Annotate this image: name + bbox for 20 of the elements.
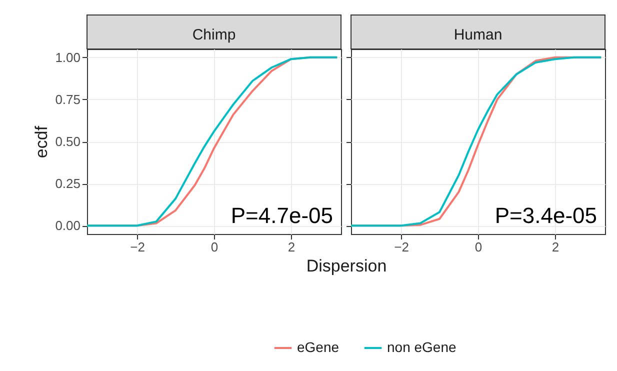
annotation: P=3.4e-05 (494, 203, 597, 228)
y-axis-title: ecdf (32, 126, 52, 158)
y-tick-label: 0.25 (55, 176, 80, 192)
y-tick-label: 0.00 (55, 218, 80, 234)
x-tick-label: −2 (130, 240, 145, 254)
y-tick-label: 1.00 (55, 50, 80, 65)
y-tick-label: 0.75 (55, 92, 80, 107)
x-tick-label: 2 (288, 240, 296, 254)
x-tick-label: 2 (552, 240, 560, 254)
legend-label: non eGene (387, 339, 456, 355)
line-series (87, 56, 338, 227)
x-tick-label: 0 (210, 240, 218, 254)
annotation: P=4.7e-05 (230, 203, 333, 228)
x-axis-title: Dispersion (306, 256, 387, 276)
legend-label: eGene (297, 339, 340, 355)
x-tick-label: 0 (474, 240, 482, 254)
chart-title: Human (454, 26, 502, 44)
chart-title: Chimp (192, 26, 236, 44)
x-tick-label: −2 (394, 240, 409, 254)
y-tick-label: 0.50 (55, 134, 80, 149)
